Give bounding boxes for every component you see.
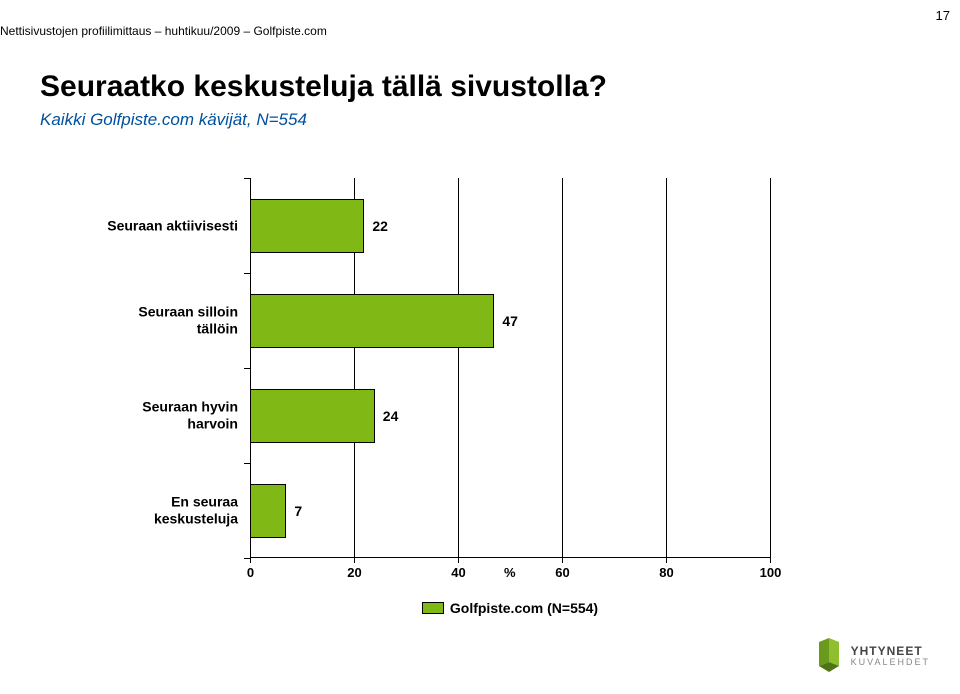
legend-label: Golfpiste.com (N=554)	[450, 600, 598, 616]
logo-line2: KUVALEHDET	[851, 658, 930, 667]
chart-row: Seuraan aktiivisesti22	[250, 178, 770, 273]
logo: YHTYNEET KUVALEHDET	[815, 638, 930, 674]
x-tick-label: 80	[659, 565, 673, 580]
bar	[250, 294, 494, 348]
legend-swatch	[422, 602, 444, 614]
x-tick-label: 40	[451, 565, 465, 580]
chart-row: Seuraan sillointällöin47	[250, 273, 770, 368]
page: Nettisivustojen profiilimittaus – huhtik…	[0, 0, 960, 694]
category-label: En seuraakeskusteluja	[70, 493, 250, 528]
value-label: 47	[502, 313, 518, 329]
x-tick-label: 100	[760, 565, 782, 580]
page-title: Seuraatko keskusteluja tällä sivustolla?	[40, 70, 920, 104]
page-number: 17	[936, 8, 950, 23]
x-axis-label: %	[504, 565, 516, 580]
category-label: Seuraan aktiivisesti	[70, 217, 250, 235]
y-tick	[244, 558, 250, 559]
chart: 020406080100 Seuraan aktiivisesti22Seura…	[70, 178, 830, 616]
chart-row: En seuraakeskusteluja7	[250, 463, 770, 558]
y-tick	[244, 178, 250, 179]
y-tick	[244, 273, 250, 274]
logo-mark-icon	[815, 638, 843, 674]
logo-text: YHTYNEET KUVALEHDET	[851, 645, 930, 667]
header-text: Nettisivustojen profiilimittaus – huhtik…	[0, 24, 327, 38]
value-label: 24	[383, 408, 399, 424]
header-row: Nettisivustojen profiilimittaus – huhtik…	[40, 24, 920, 46]
value-label: 22	[372, 218, 388, 234]
value-label: 7	[294, 503, 302, 519]
bar	[250, 199, 364, 253]
chart-plot-area: 020406080100 Seuraan aktiivisesti22Seura…	[250, 178, 770, 558]
x-tick-mark	[770, 557, 771, 563]
x-tick: 100	[770, 557, 771, 563]
bar	[250, 389, 375, 443]
bar	[250, 484, 286, 538]
y-tick	[244, 463, 250, 464]
category-label: Seuraan sillointällöin	[70, 303, 250, 338]
gridline	[770, 178, 771, 557]
y-tick	[244, 368, 250, 369]
x-tick-label: 60	[555, 565, 569, 580]
subtitle: Kaikki Golfpiste.com kävijät, N=554	[40, 110, 920, 130]
x-tick-label: 0	[247, 565, 254, 580]
legend: Golfpiste.com (N=554)	[250, 600, 770, 616]
logo-line1: YHTYNEET	[851, 645, 930, 658]
x-tick-label: 20	[347, 565, 361, 580]
chart-row: Seuraan hyvinharvoin24	[250, 368, 770, 463]
category-label: Seuraan hyvinharvoin	[70, 398, 250, 433]
